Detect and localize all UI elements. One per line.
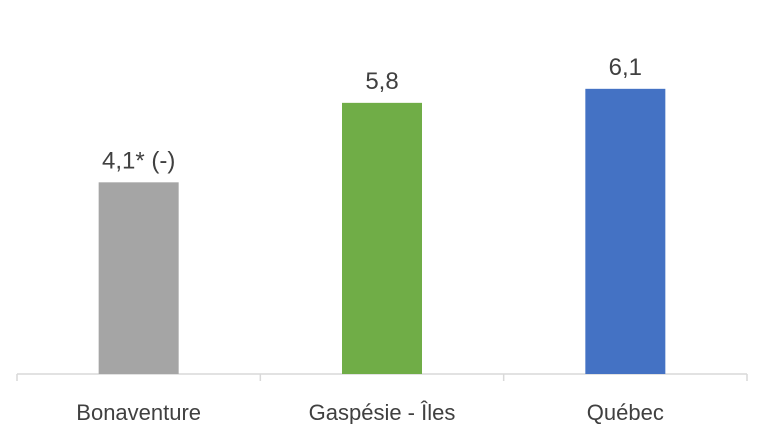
bar-2 — [342, 102, 422, 374]
data-label: 5,8 — [365, 68, 398, 95]
data-label: 4,1* (-) — [102, 147, 175, 174]
bar-3 — [585, 88, 666, 374]
bar-1 — [98, 182, 179, 374]
category-label: Bonaventure — [76, 400, 201, 424]
category-label: Québec — [587, 400, 664, 424]
data-label: 6,1 — [609, 54, 642, 81]
category-label: Gaspésie - Îles — [309, 400, 456, 424]
